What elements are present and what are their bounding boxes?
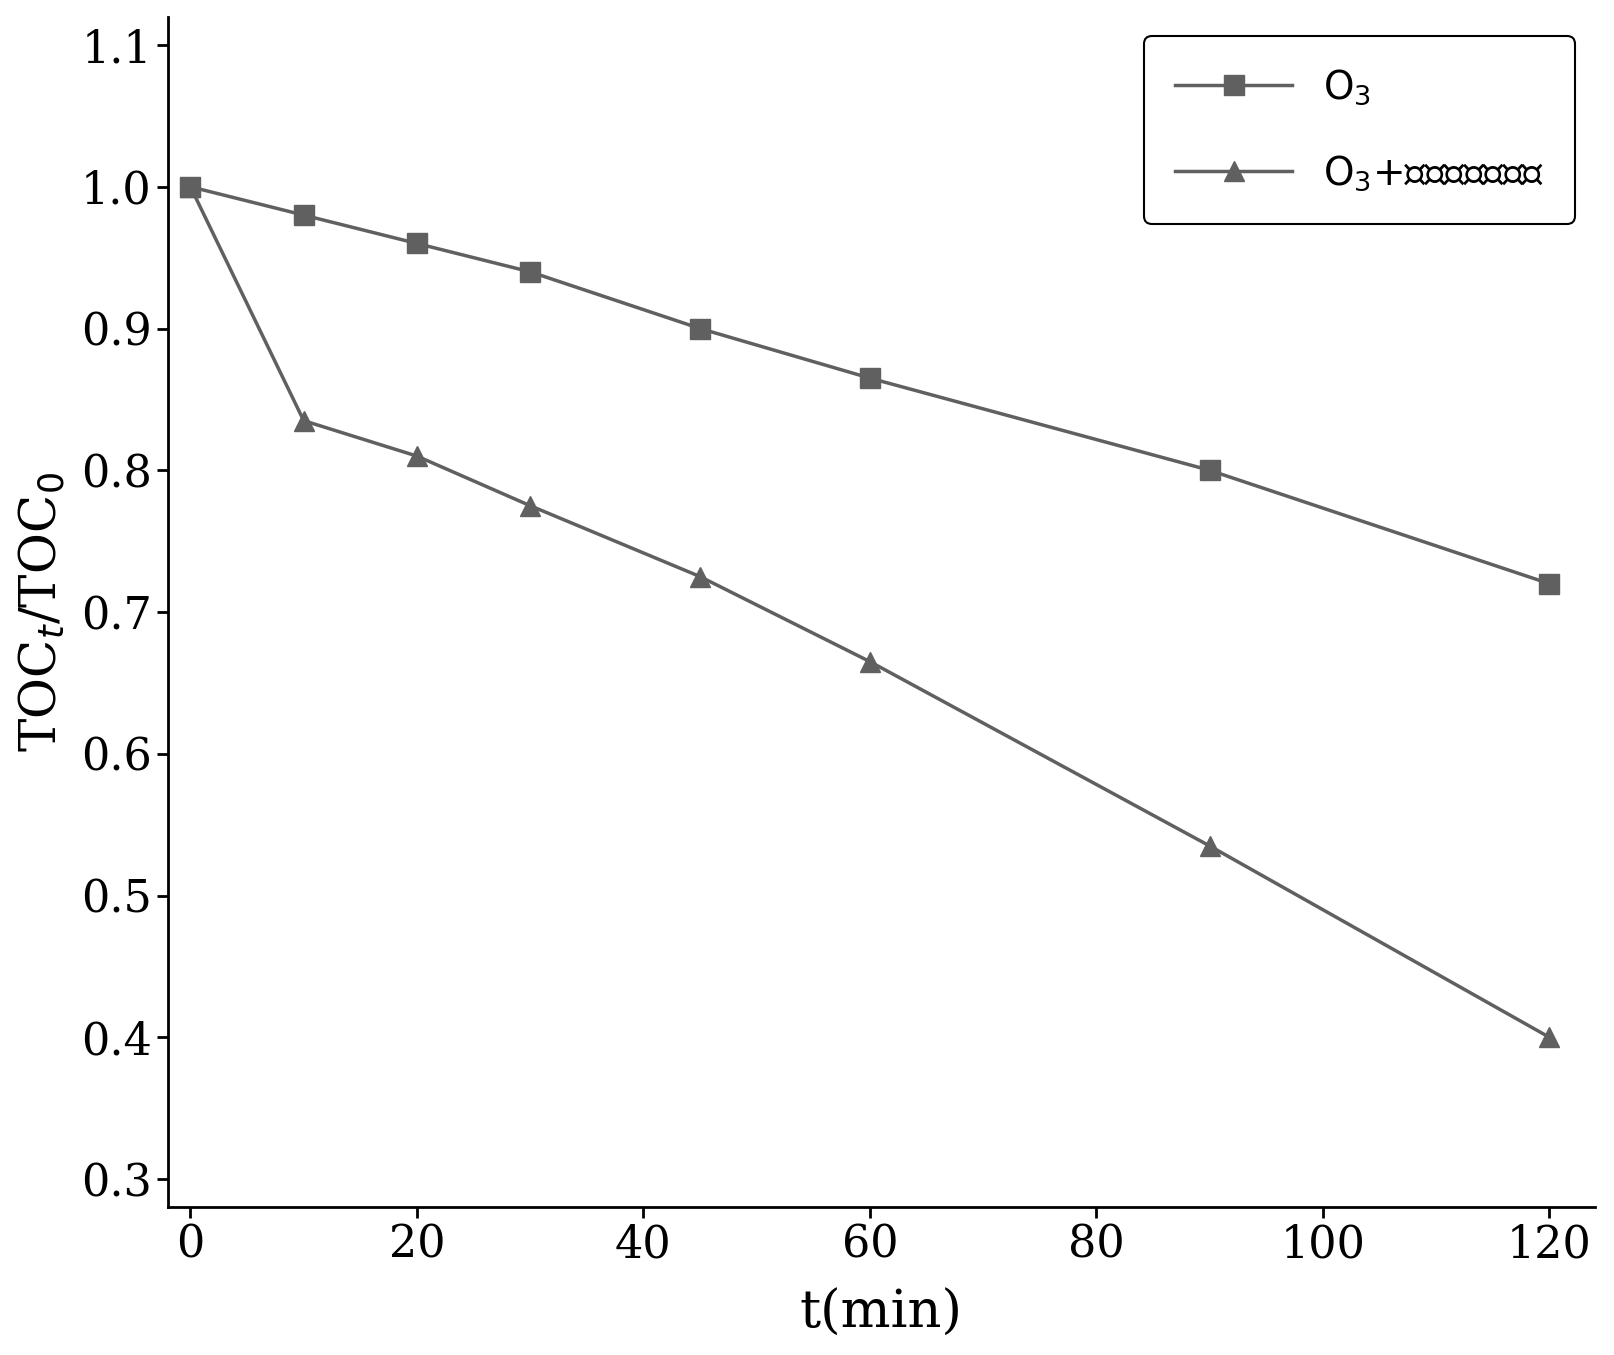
- X-axis label: t(min): t(min): [799, 1287, 962, 1339]
- O$_3$+锰酸镧泡沫陶瓷: [520, 497, 539, 514]
- O$_3$: [1199, 462, 1219, 478]
- O$_3$+锰酸镧泡沫陶瓷: [294, 412, 313, 428]
- O$_3$+锰酸镧泡沫陶瓷: [860, 653, 880, 669]
- O$_3$: [860, 370, 880, 386]
- Line: O$_3$+锰酸镧泡沫陶瓷: O$_3$+锰酸镧泡沫陶瓷: [181, 176, 1559, 1047]
- O$_3$+锰酸镧泡沫陶瓷: [407, 449, 426, 465]
- O$_3$: [181, 179, 200, 195]
- O$_3$: [691, 320, 710, 336]
- O$_3$+锰酸镧泡沫陶瓷: [1199, 837, 1219, 854]
- O$_3$: [407, 236, 426, 252]
- O$_3$+锰酸镧泡沫陶瓷: [181, 179, 200, 195]
- O$_3$: [1540, 576, 1559, 592]
- O$_3$+锰酸镧泡沫陶瓷: [1540, 1030, 1559, 1046]
- Legend: O$_3$, O$_3$+锰酸镧泡沫陶瓷: O$_3$, O$_3$+锰酸镧泡沫陶瓷: [1144, 37, 1575, 224]
- O$_3$+锰酸镧泡沫陶瓷: [691, 569, 710, 585]
- Line: O$_3$: O$_3$: [181, 178, 1559, 593]
- O$_3$: [520, 264, 539, 280]
- Y-axis label: TOC$_t$/TOC$_0$: TOC$_t$/TOC$_0$: [16, 472, 68, 752]
- O$_3$: [294, 207, 313, 224]
